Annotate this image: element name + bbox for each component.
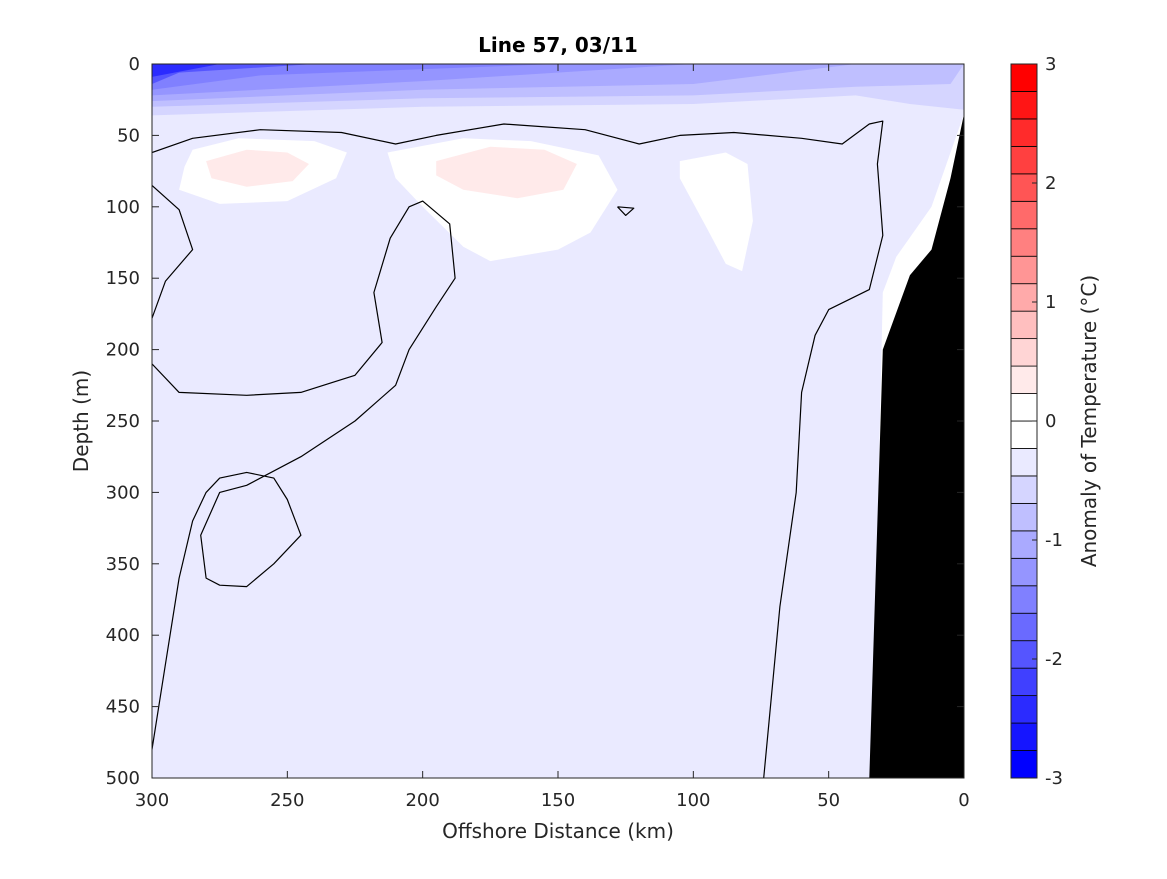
x-tick-label-1: 250 [270, 790, 304, 811]
colorbar-segment-14 [1010, 365, 1038, 394]
colorbar-segment-12 [1010, 420, 1038, 449]
colorbar-tick-label-0: -3 [1045, 768, 1063, 789]
y-tick-label-2: 100 [106, 197, 140, 218]
colorbar-tick-label-6: 3 [1045, 54, 1056, 75]
x-tick-label-0: 300 [135, 790, 169, 811]
zero-contour-3 [617, 206, 635, 216]
seafloor-mask [869, 114, 964, 778]
colorbar-segment-4 [1010, 640, 1038, 669]
x-axis: 300 250 200 150 100 50 0 [135, 64, 970, 811]
x-axis-label: Offshore Distance (km) [442, 819, 674, 843]
anomaly-region-5 [152, 64, 558, 90]
colorbar-segment-9 [1010, 502, 1038, 532]
colorbar-segment-2 [1010, 695, 1038, 724]
y-tick-label-0: 0 [129, 54, 140, 75]
chart-title: Line 57, 03/11 [478, 33, 638, 57]
colorbar-segment-16 [1010, 310, 1038, 340]
y-axis: 0 50 100 150 200 250 300 350 400 450 500 [106, 54, 964, 789]
y-tick-label-4: 200 [106, 340, 140, 361]
colorbar-tick-label-3: 0 [1045, 411, 1056, 432]
anomaly-region-13 [152, 485, 193, 610]
colorbar-segment-22 [1010, 145, 1038, 175]
colorbar-tick-label-4: 1 [1045, 292, 1056, 313]
colorbar-segment-3 [1010, 667, 1038, 697]
colorbar-label: Anomaly of Temperature (°C) [1077, 275, 1101, 567]
colorbar-segment-18 [1010, 255, 1038, 285]
y-tick-label-3: 150 [106, 268, 140, 289]
colorbar-tick-label-2: -1 [1045, 530, 1063, 551]
colorbar-segment-15 [1010, 338, 1038, 367]
y-tick-label-1: 50 [117, 125, 140, 146]
y-tick-label-9: 450 [106, 697, 140, 718]
colorbar-tick-label-5: 2 [1045, 173, 1056, 194]
colorbar-segment-10 [1010, 475, 1038, 504]
colorbar-segment-24 [1010, 91, 1038, 120]
anomaly-region-10 [679, 152, 753, 272]
colorbar-segment-1 [1010, 722, 1038, 751]
zero-contour-1 [152, 184, 194, 319]
anomaly-region-12 [436, 146, 577, 199]
anomaly-fill-regions [152, 64, 964, 778]
y-axis-label: Depth (m) [69, 370, 93, 472]
colorbar-tick-label-1: -2 [1045, 649, 1063, 670]
x-tick-label-5: 50 [817, 790, 840, 811]
y-tick-label-8: 400 [106, 625, 140, 646]
zero-contour-lines [152, 120, 884, 778]
anomaly-region-14 [219, 461, 488, 778]
colorbar-segment-21 [1010, 173, 1038, 202]
zero-contour-0 [152, 120, 884, 778]
colorbar-segment-19 [1010, 228, 1038, 257]
y-tick-label-7: 350 [106, 554, 140, 575]
anomaly-region-11 [206, 149, 309, 187]
zero-contour-2 [152, 200, 456, 751]
colorbar-segment-11 [1010, 448, 1038, 477]
colorbar-segment-17 [1010, 283, 1038, 312]
x-tick-label-4: 100 [676, 790, 710, 811]
y-tick-label-5: 250 [106, 411, 140, 432]
x-tick-label-6: 0 [958, 790, 969, 811]
colorbar-segment-5 [1010, 612, 1038, 642]
colorbar: -3 -2 -1 0 1 2 3 [1010, 54, 1063, 789]
y-tick-label-6: 300 [106, 482, 140, 503]
colorbar-segment-8 [1010, 530, 1038, 559]
anomaly-region-7 [152, 64, 220, 77]
x-tick-label-3: 150 [541, 790, 575, 811]
colorbar-segment-25 [1010, 63, 1038, 92]
colorbar-segment-7 [1010, 557, 1038, 587]
y-tick-label-10: 500 [106, 768, 140, 789]
bathymetry [869, 114, 964, 778]
colorbar-segment-20 [1010, 200, 1038, 230]
x-tick-label-2: 200 [405, 790, 439, 811]
colorbar-segment-0 [1010, 750, 1038, 779]
colorbar-segment-23 [1010, 118, 1038, 147]
colorbar-segment-13 [1010, 393, 1038, 422]
colorbar-segment-6 [1010, 585, 1038, 614]
